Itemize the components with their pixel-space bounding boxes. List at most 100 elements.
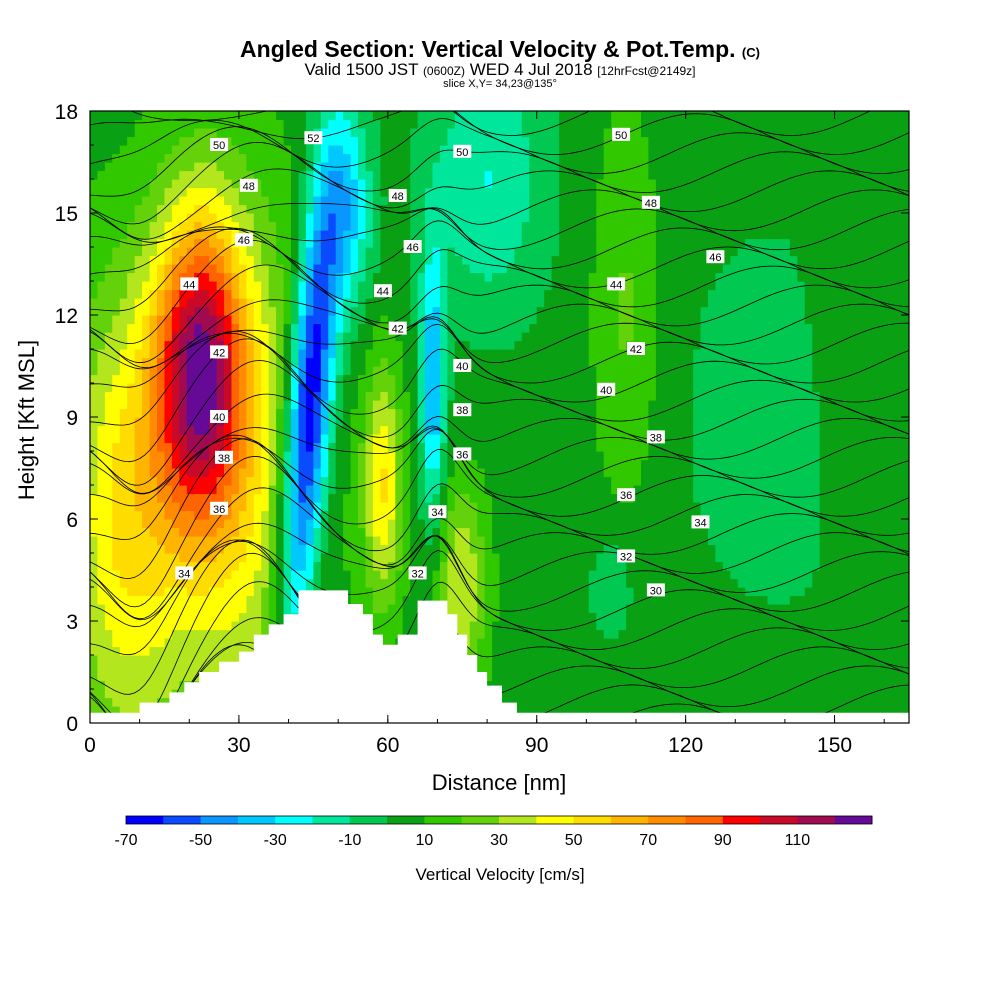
field-cell: [186, 187, 195, 197]
field-cell: [514, 187, 523, 197]
field-cell: [402, 621, 411, 631]
field-cell: [387, 162, 396, 172]
field-cell: [506, 536, 515, 546]
field-cell: [551, 298, 560, 308]
field-cell: [574, 145, 582, 155]
field-cell: [164, 570, 173, 580]
field-cell: [499, 485, 508, 495]
field-cell: [149, 434, 158, 444]
field-cell: [358, 340, 366, 350]
field-cell: [596, 315, 605, 325]
field-cell: [261, 459, 270, 469]
field-cell: [231, 179, 240, 189]
field-cell: [231, 638, 240, 648]
field-cell: [514, 672, 523, 682]
field-cell: [320, 536, 329, 546]
field-cell: [90, 391, 98, 401]
field-cell: [127, 230, 136, 240]
field-cell: [402, 179, 411, 189]
field-cell: [268, 221, 277, 231]
field-cell: [335, 221, 344, 231]
field-cell: [157, 238, 165, 248]
field-cell: [596, 281, 605, 291]
field-cell: [134, 425, 143, 435]
field-cell: [127, 680, 136, 690]
field-cell: [566, 187, 575, 197]
field-cell: [253, 366, 262, 376]
field-cell: [432, 408, 441, 418]
field-cell: [305, 570, 314, 580]
field-cell: [417, 553, 426, 563]
field-cell: [305, 391, 314, 401]
field-cell: [432, 230, 441, 240]
field-cell: [343, 332, 352, 342]
field-cell: [447, 485, 456, 495]
field-cell: [581, 170, 590, 180]
field-cell: [469, 128, 478, 138]
field-cell: [596, 374, 605, 384]
field-cell: [209, 187, 218, 197]
field-cell: [268, 272, 277, 282]
field-cell: [194, 519, 203, 529]
field-cell: [134, 459, 143, 469]
field-cell: [320, 323, 329, 333]
field-cell: [395, 213, 404, 223]
field-cell: [104, 349, 113, 359]
field-cell: [224, 383, 232, 393]
field-cell: [90, 578, 98, 588]
field-cell: [149, 519, 158, 529]
field-cell: [179, 604, 188, 614]
field-cell: [298, 196, 307, 206]
field-cell: [291, 519, 299, 529]
field-cell: [566, 230, 575, 240]
field-cell: [365, 357, 374, 367]
field-cell: [358, 536, 366, 546]
field-cell: [224, 357, 232, 367]
field-cell: [596, 553, 605, 563]
field-cell: [209, 459, 218, 469]
field-cell: [410, 417, 419, 427]
field-cell: [469, 400, 478, 410]
field-cell: [477, 383, 486, 393]
field-cell: [209, 493, 218, 503]
field-cell: [521, 374, 530, 384]
field-cell: [395, 170, 404, 180]
field-cell: [529, 493, 538, 503]
field-cell: [231, 221, 240, 231]
field-cell: [179, 221, 188, 231]
field-cell: [194, 425, 203, 435]
field-cell: [365, 349, 374, 359]
field-cell: [343, 221, 352, 231]
field-cell: [536, 391, 545, 401]
field-cell: [298, 485, 307, 495]
field-cell: [149, 459, 158, 469]
field-cell: [551, 655, 560, 665]
field-cell: [119, 196, 128, 206]
field-cell: [142, 510, 151, 520]
field-cell: [164, 255, 173, 265]
field-cell: [119, 264, 128, 274]
field-cell: [410, 136, 419, 146]
field-cell: [335, 527, 344, 537]
field-cell: [574, 391, 582, 401]
field-cell: [492, 179, 501, 189]
field-cell: [454, 289, 463, 299]
field-cell: [238, 221, 247, 231]
field-cell: [97, 536, 106, 546]
field-cell: [506, 629, 515, 639]
field-cell: [574, 680, 582, 690]
field-cell: [216, 162, 225, 172]
field-cell: [313, 247, 322, 257]
field-cell: [268, 332, 277, 342]
field-cell: [425, 230, 433, 240]
field-cell: [291, 527, 299, 537]
field-cell: [238, 595, 247, 605]
field-cell: [581, 408, 590, 418]
field-cell: [596, 536, 605, 546]
field-cell: [268, 468, 277, 478]
field-cell: [395, 451, 404, 461]
field-cell: [238, 612, 247, 622]
field-cell: [201, 111, 210, 121]
field-cell: [276, 570, 285, 580]
field-cell: [447, 111, 456, 121]
